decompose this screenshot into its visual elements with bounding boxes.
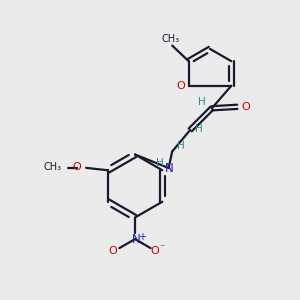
Text: O: O xyxy=(108,245,117,256)
Text: O: O xyxy=(151,245,160,256)
Text: ⁻: ⁻ xyxy=(159,244,165,254)
Text: N: N xyxy=(165,162,174,175)
Text: H: H xyxy=(195,124,203,134)
Text: H: H xyxy=(198,97,206,107)
Text: H: H xyxy=(177,141,184,151)
Text: O: O xyxy=(73,162,82,172)
Text: CH₃: CH₃ xyxy=(162,34,180,44)
Text: O: O xyxy=(176,81,185,91)
Text: H: H xyxy=(156,158,164,169)
Text: +: + xyxy=(139,232,146,242)
Text: O: O xyxy=(241,102,250,112)
Text: CH₃: CH₃ xyxy=(44,162,62,172)
Text: N: N xyxy=(131,232,140,246)
